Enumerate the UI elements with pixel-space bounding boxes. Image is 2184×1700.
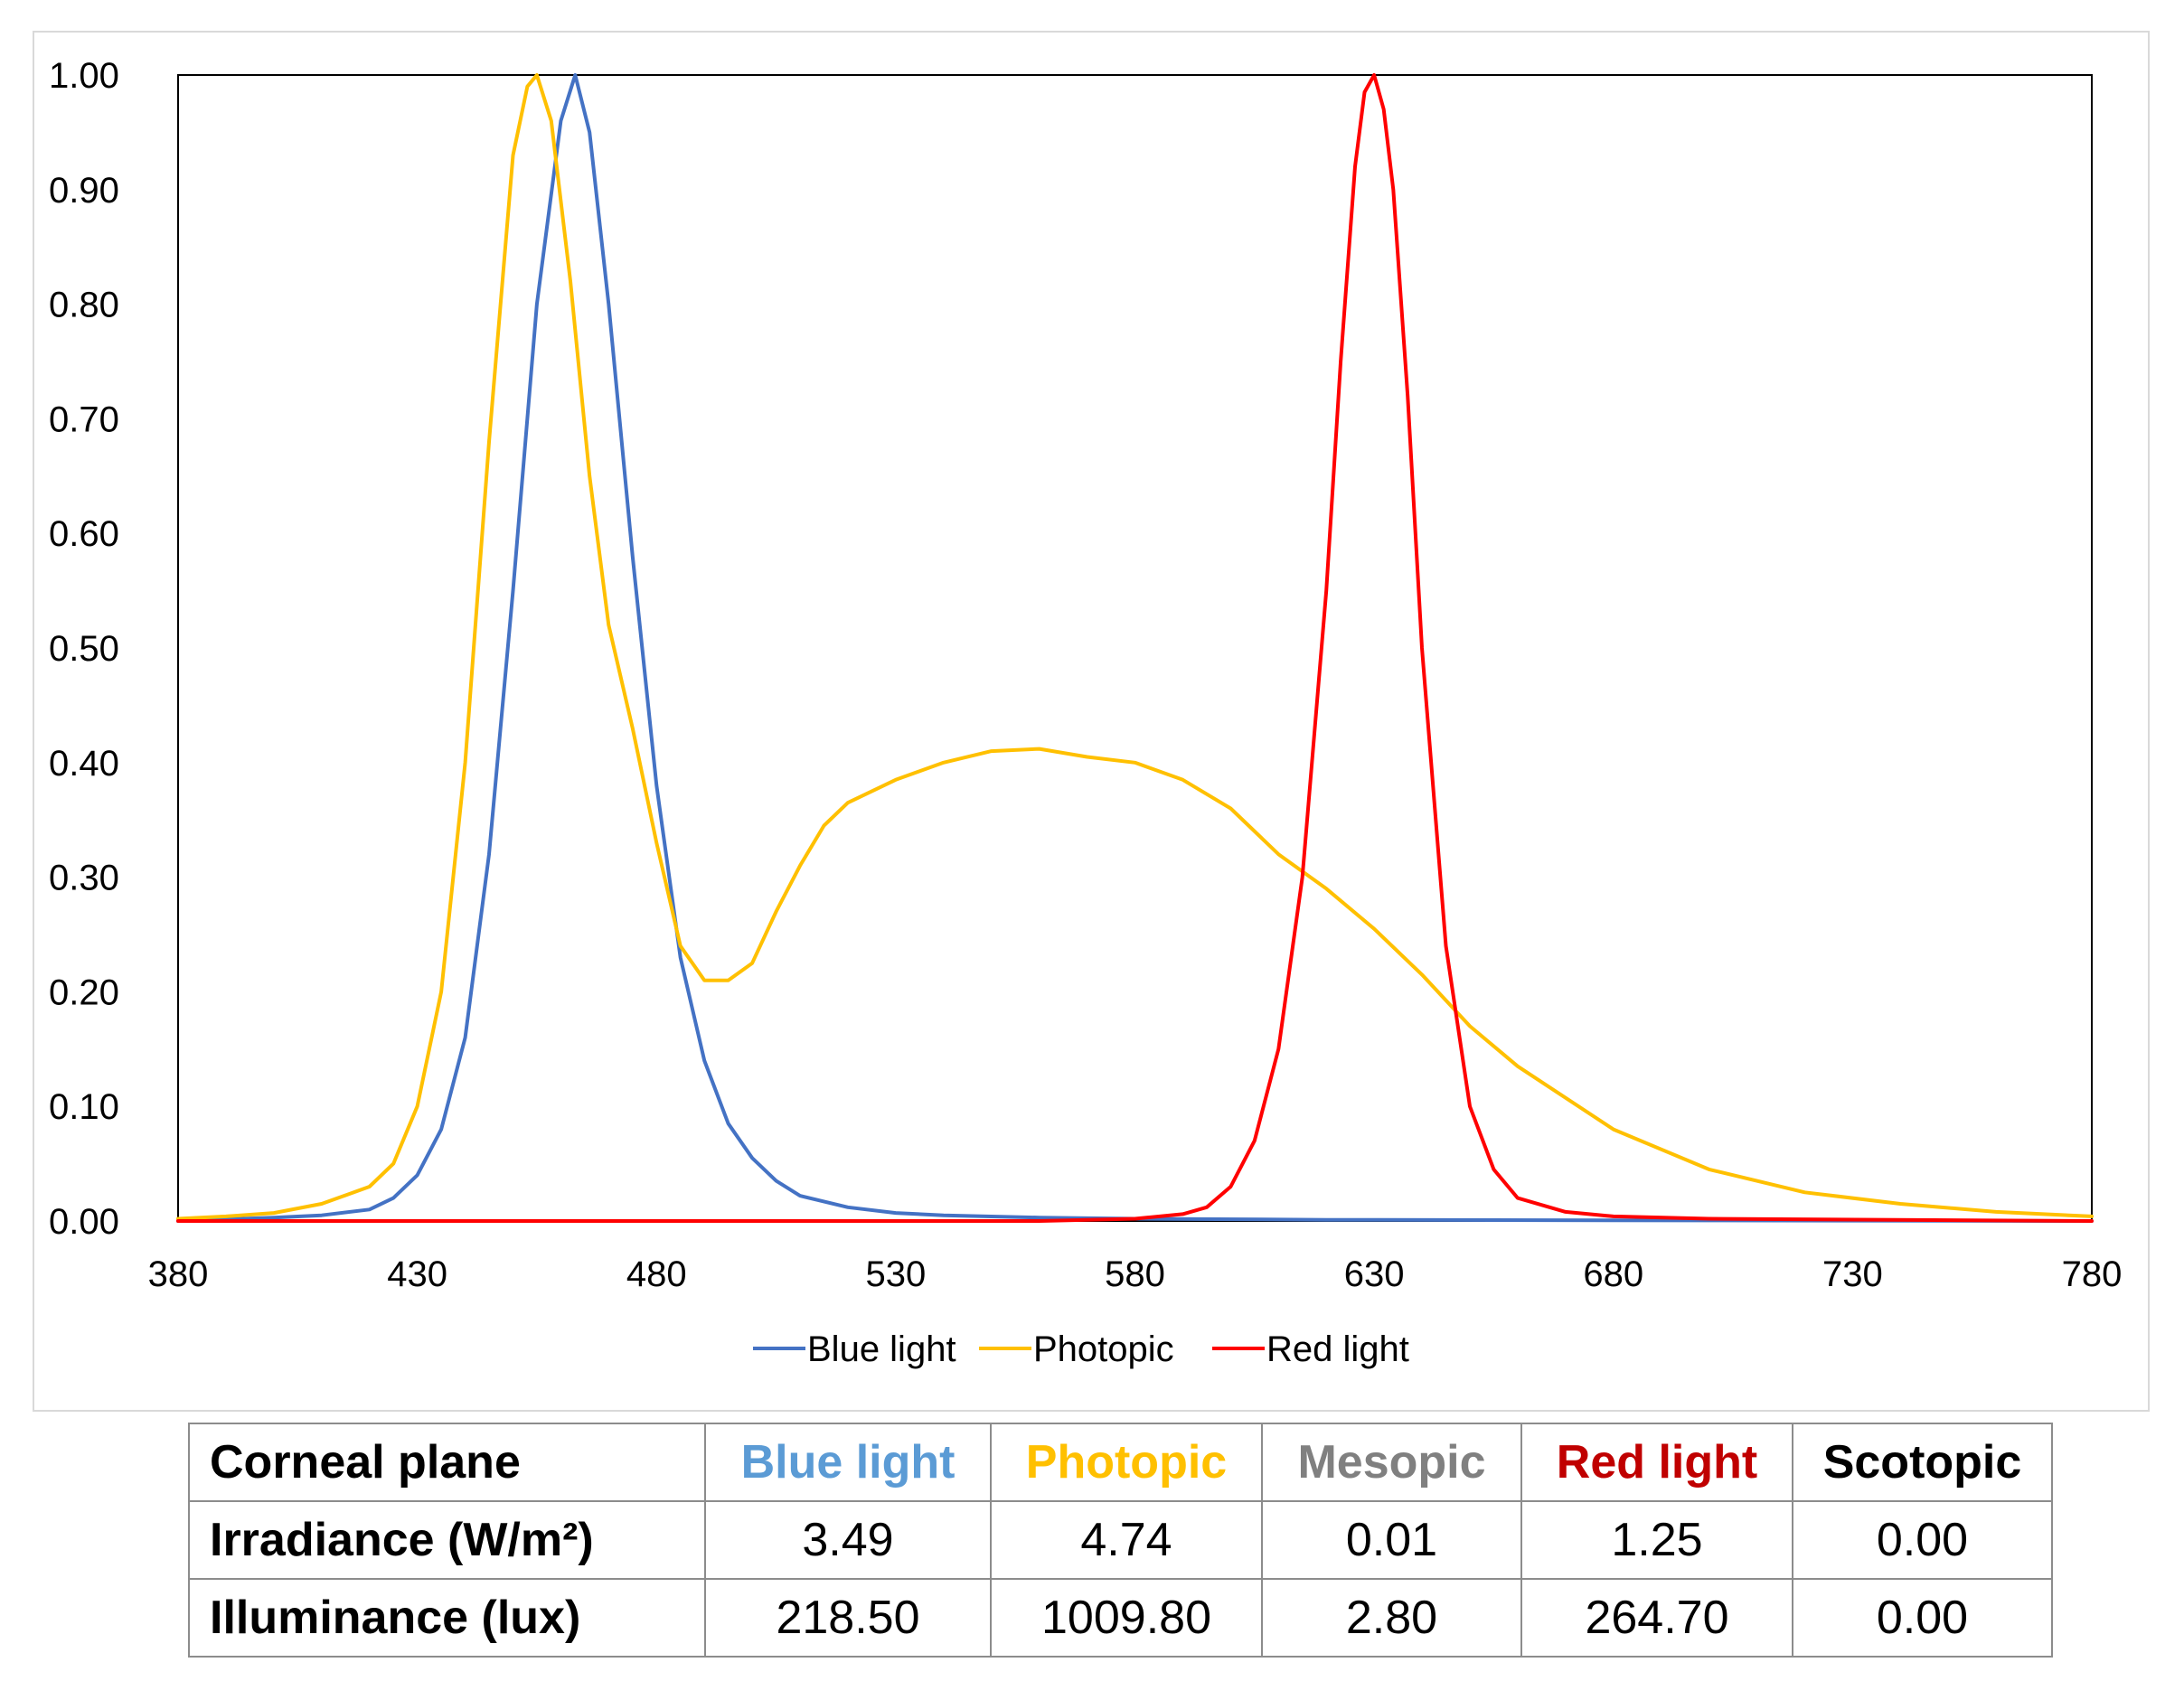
summary-table: Corneal plane Blue light Photopic Mesopi… [188, 1423, 2053, 1658]
table-cell: 1009.80 [990, 1578, 1263, 1658]
table-cell: 264.70 [1520, 1578, 1793, 1658]
y-tick-label: 0.70 [49, 399, 119, 439]
y-tick-label: 0.50 [49, 629, 119, 669]
y-tick-label: 0.80 [49, 286, 119, 325]
plot-area [177, 74, 2093, 1222]
legend-label: Blue light [807, 1329, 956, 1369]
series-lines [176, 73, 2094, 1223]
x-tick-label: 580 [1105, 1254, 1165, 1294]
x-tick-label: 680 [1583, 1254, 1643, 1294]
chart-frame: 0.00 0.10 0.20 0.30 0.40 0.50 0.60 0.70 0.80 0.90… [33, 31, 2150, 1412]
y-tick-label: 0.10 [49, 1087, 119, 1127]
table-row: Illuminance (lux) 218.50 1009.80 2.80 26… [188, 1578, 2053, 1658]
legend-label: Red light [1266, 1329, 1409, 1369]
table-cell: 3.49 [704, 1500, 992, 1580]
x-tick-label: 730 [1822, 1254, 1883, 1294]
y-tick-label: 0.90 [49, 171, 119, 211]
table-header-cell: Scotopic [1792, 1423, 2053, 1502]
table-header-row: Corneal plane Blue light Photopic Mesopi… [188, 1423, 2053, 1502]
table-row-label: Irradiance (W/m²) [188, 1500, 706, 1580]
table-cell: 218.50 [704, 1578, 992, 1658]
table-header-cell: Red light [1520, 1423, 1793, 1502]
x-tick-label: 530 [866, 1254, 927, 1294]
x-tick-label: 480 [626, 1254, 687, 1294]
y-tick-label: 0.40 [49, 744, 119, 784]
y-tick-label: 0.00 [49, 1202, 119, 1242]
series-line-photopic [176, 73, 2094, 1221]
table-cell: 0.01 [1261, 1500, 1522, 1580]
table-cell: 0.00 [1792, 1578, 2053, 1658]
table-cell: 1.25 [1520, 1500, 1793, 1580]
table-header-cell: Photopic [990, 1423, 1263, 1502]
x-tick-label: 630 [1344, 1254, 1405, 1294]
y-tick-label: 0.30 [49, 859, 119, 898]
table-header-cell: Corneal plane [188, 1423, 706, 1502]
y-axis: 0.00 0.10 0.20 0.30 0.40 0.50 0.60 0.70 0.80 0.90… [49, 56, 119, 1242]
table-header-cell: Blue light [704, 1423, 992, 1502]
series-line-blue-light [176, 73, 2094, 1223]
x-axis: 380 430 480 530 580 630 680 730 780 [148, 1254, 2123, 1294]
x-tick-label: 380 [148, 1254, 209, 1294]
x-tick-label: 780 [2062, 1254, 2123, 1294]
legend: Blue light Photopic Red light [753, 1329, 1409, 1369]
table-cell: 4.74 [990, 1500, 1263, 1580]
table-row-label: Illuminance (lux) [188, 1578, 706, 1658]
table-cell: 2.80 [1261, 1578, 1522, 1658]
y-tick-label: 1.00 [49, 56, 119, 96]
spectral-chart: 0.00 0.10 0.20 0.30 0.40 0.50 0.60 0.70 0.80 0.90… [49, 56, 2123, 1369]
x-tick-label: 430 [387, 1254, 447, 1294]
table-row: Irradiance (W/m²) 3.49 4.74 0.01 1.25 0.… [188, 1500, 2053, 1580]
table-cell: 0.00 [1792, 1500, 2053, 1580]
y-tick-label: 0.60 [49, 514, 119, 554]
legend-label: Photopic [1033, 1329, 1174, 1369]
table-header-cell: Mesopic [1261, 1423, 1522, 1502]
y-tick-label: 0.20 [49, 972, 119, 1012]
series-line-red-light [176, 73, 2094, 1223]
